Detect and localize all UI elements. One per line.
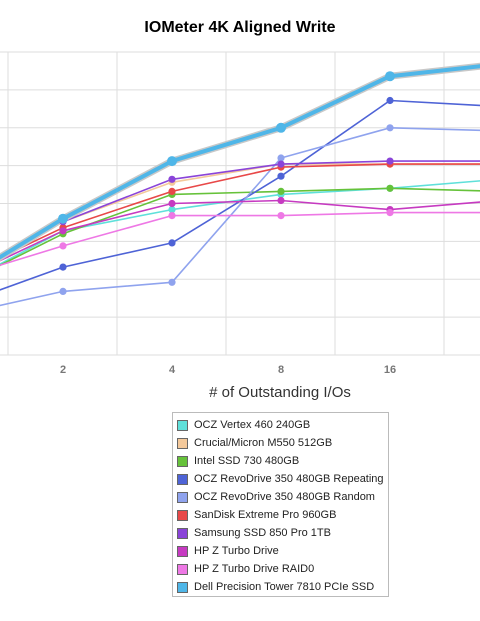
legend-item: Intel SSD 730 480GB (177, 452, 388, 470)
legend-item: HP Z Turbo Drive RAID0 (177, 560, 388, 578)
legend-item: OCZ RevoDrive 350 480GB Repeating (177, 470, 388, 488)
legend-label: OCZ RevoDrive 350 480GB Repeating (194, 473, 384, 485)
data-point (276, 122, 286, 133)
data-point (277, 187, 285, 195)
series-line (0, 187, 480, 267)
series-lines (0, 62, 480, 307)
data-point (59, 287, 67, 295)
legend-label: SanDisk Extreme Pro 960GB (194, 509, 337, 521)
legend-swatch (177, 491, 188, 503)
x-tick-label: 2 (60, 364, 66, 376)
legend-swatch (177, 419, 188, 431)
data-point (386, 124, 394, 132)
legend-label: OCZ Vertex 460 240GB (194, 419, 311, 431)
legend-label: Dell Precision Tower 7810 PCIe SSD (194, 581, 375, 593)
legend-item: OCZ Vertex 460 240GB (177, 416, 388, 434)
series-line (0, 211, 480, 267)
series-line (0, 180, 480, 265)
series-points (58, 71, 395, 295)
legend-swatch (177, 509, 188, 521)
data-point (386, 209, 394, 217)
legend-swatch (177, 527, 188, 539)
legend-label: HP Z Turbo Drive (194, 545, 279, 557)
data-point (168, 212, 176, 220)
legend-item: SanDisk Extreme Pro 960GB (177, 506, 388, 524)
x-tick-label: 4 (169, 364, 176, 376)
series-line (0, 99, 480, 291)
data-point (58, 213, 68, 224)
data-point (386, 157, 394, 165)
series-line-highlight (0, 62, 480, 262)
chart-title: IOMeter 4K Aligned Write (144, 19, 336, 36)
legend-label: OCZ RevoDrive 350 480GB Random (194, 491, 375, 503)
data-point (168, 187, 176, 195)
legend-swatch (177, 437, 188, 449)
data-point (59, 263, 67, 271)
legend-label: Intel SSD 730 480GB (194, 455, 300, 467)
series-line (0, 163, 480, 259)
x-tick-label: 8 (278, 364, 284, 376)
legend-swatch (177, 563, 188, 575)
data-point (168, 239, 176, 247)
legend: OCZ Vertex 460 240GB Crucial/Micron M550 … (172, 412, 389, 597)
legend-label: HP Z Turbo Drive RAID0 (194, 563, 315, 575)
data-point (168, 206, 176, 214)
series-line (0, 160, 480, 258)
legend-item: Samsung SSD 850 Pro 1TB (177, 524, 388, 542)
legend-item: Dell Precision Tower 7810 PCIe SSD (177, 578, 388, 596)
data-point (277, 212, 285, 220)
legend-item: Crucial/Micron M550 512GB (177, 434, 388, 452)
data-point (385, 71, 395, 82)
data-point (59, 242, 67, 250)
gridlines (0, 51, 480, 356)
data-point (167, 156, 177, 167)
line-chart: 2 4 8 16 (0, 51, 480, 376)
series-line (0, 127, 480, 307)
data-point (277, 160, 285, 168)
legend-label: Crucial/Micron M550 512GB (194, 437, 333, 449)
data-point (277, 154, 285, 162)
legend-item: HP Z Turbo Drive (177, 542, 388, 560)
x-axis-label: # of Outstanding I/Os (209, 384, 351, 401)
legend-swatch (177, 545, 188, 557)
data-point (386, 96, 394, 105)
series-line (0, 199, 480, 262)
data-point (277, 172, 285, 180)
data-point (386, 184, 394, 192)
series-line (0, 64, 480, 260)
data-point (277, 196, 285, 205)
x-tick-label: 16 (384, 364, 396, 376)
legend-swatch (177, 473, 188, 485)
legend-swatch (177, 581, 188, 593)
data-point (168, 278, 176, 286)
legend-swatch (177, 455, 188, 467)
data-point (168, 199, 176, 208)
legend-item: OCZ RevoDrive 350 480GB Random (177, 488, 388, 506)
data-point (168, 175, 176, 183)
x-tick-labels: 2 4 8 16 (60, 364, 396, 376)
data-point (59, 227, 67, 235)
legend-label: Samsung SSD 850 Pro 1TB (194, 527, 331, 539)
